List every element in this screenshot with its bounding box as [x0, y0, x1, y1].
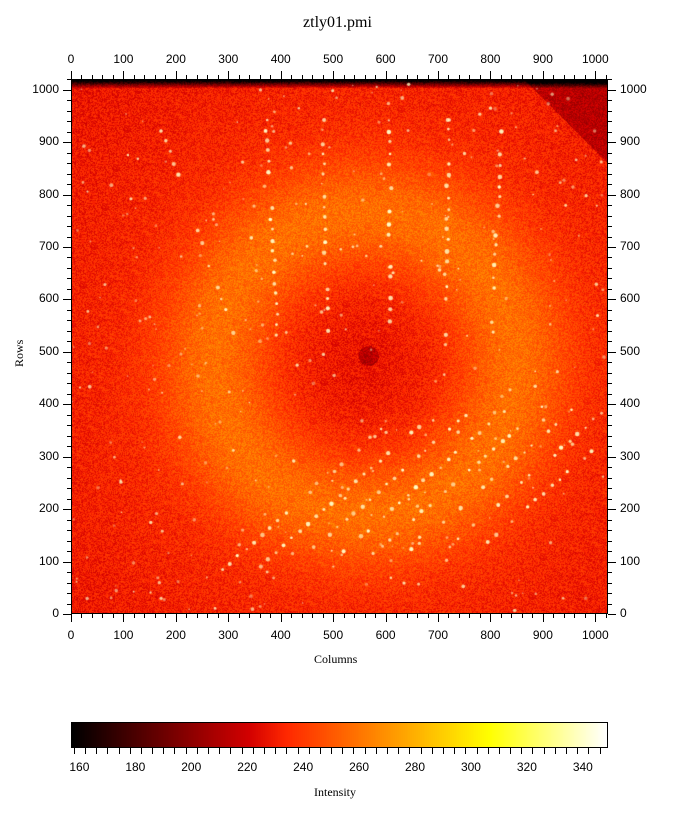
y-tick-label: 800: [38, 186, 59, 201]
colorbar-label: Intensity: [314, 785, 356, 799]
x-tick-label-top: 1000: [581, 52, 609, 66]
colorbar-tick-label: 240: [293, 760, 314, 774]
y-tick-label: 600: [38, 291, 59, 306]
y-tick-label-right: 700: [620, 238, 641, 253]
y-tick-label: 0: [52, 606, 59, 620]
x-tick-label: 600: [375, 628, 396, 642]
x-tick-label-top: 700: [427, 52, 449, 66]
colorbar-tick-label: 220: [237, 760, 258, 774]
x-tick-label-top: 600: [375, 52, 396, 66]
x-tick-label: 700: [427, 628, 449, 642]
y-tick-label-right: 900: [620, 134, 641, 149]
colorbar-tick-label: 300: [460, 760, 481, 774]
y-tick-label: 400: [38, 396, 59, 411]
x-tick-label: 400: [270, 628, 291, 642]
y-tick-label-right: 500: [620, 343, 641, 358]
x-tick-label-top: 300: [218, 52, 239, 66]
colorbar-tick-label: 160: [69, 760, 90, 774]
x-tick-label: 300: [218, 628, 239, 642]
y-tick-label-right: 100: [620, 553, 641, 568]
y-tick-label: 700: [38, 238, 59, 253]
x-tick-label: 100: [113, 628, 134, 642]
colorbar-tick-label: 320: [516, 760, 537, 774]
y-tick-label-right: 1000: [620, 81, 647, 96]
y-tick-label: 100: [38, 553, 59, 568]
y-tick-label-right: 200: [620, 501, 641, 516]
y-tick-label-right: 300: [620, 448, 641, 463]
y-tick-label: 300: [38, 448, 59, 463]
y-tick-label: 200: [38, 501, 59, 516]
colorbar-tick-label: 340: [572, 760, 593, 774]
x-tick-label: 0: [67, 628, 75, 642]
colorbar-tick-label: 260: [349, 760, 370, 774]
x-axis-label: Columns: [314, 652, 358, 666]
x-tick-label: 800: [480, 628, 501, 642]
colorbar-tick-label: 200: [181, 760, 202, 774]
colorbar-tick-label: 180: [125, 760, 146, 774]
y-tick-label: 500: [38, 343, 59, 358]
y-tick-label-right: 800: [620, 186, 641, 201]
x-tick-label: 1000: [581, 628, 609, 642]
detector-image[interactable]: [71, 79, 608, 614]
x-tick-label: 500: [323, 628, 344, 642]
y-tick-label-right: 600: [620, 291, 641, 306]
y-tick-label-right: 0: [620, 606, 627, 620]
x-tick-label-top: 800: [480, 52, 501, 66]
y-tick-label: 900: [38, 134, 59, 149]
x-tick-label-top: 0: [67, 52, 75, 66]
x-tick-label: 900: [532, 628, 553, 642]
y-tick-label: 1000: [32, 81, 59, 96]
y-tick-label-right: 400: [620, 396, 641, 411]
x-tick-label-top: 200: [165, 52, 186, 66]
diffraction-image-canvas: [72, 80, 607, 613]
colorbar-gradient: [72, 723, 607, 747]
x-tick-label: 200: [165, 628, 186, 642]
x-tick-label-top: 100: [113, 52, 134, 66]
x-tick-label-top: 400: [270, 52, 291, 66]
colorbar-tick-label: 280: [405, 760, 426, 774]
colorbar: [71, 722, 608, 748]
plot-title: ztly01.pmi: [303, 14, 372, 31]
x-tick-label-top: 500: [323, 52, 344, 66]
x-tick-label-top: 900: [532, 52, 553, 66]
